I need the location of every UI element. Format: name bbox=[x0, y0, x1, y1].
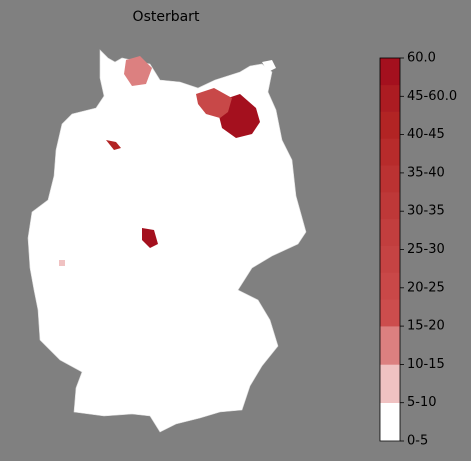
colorbar-segment bbox=[380, 364, 400, 403]
colorbar-segment bbox=[380, 165, 400, 193]
colorbar-tick-label: 35-40 bbox=[407, 165, 445, 180]
colorbar-segment bbox=[380, 272, 400, 300]
country-shape bbox=[27, 49, 307, 433]
colorbar-tick-label: 5-10 bbox=[407, 395, 437, 410]
colorbar-segment bbox=[380, 245, 400, 273]
colorbar-tick-label: 10-15 bbox=[407, 357, 445, 372]
colorbar-tick-label: 0-5 bbox=[407, 434, 428, 449]
colorbar-tick-label: 30-35 bbox=[407, 204, 445, 219]
map-title: Osterbart bbox=[133, 9, 200, 25]
region-high bbox=[106, 140, 121, 150]
colorbar-segment bbox=[380, 192, 400, 220]
germany-map bbox=[27, 49, 307, 433]
colorbar-segment bbox=[380, 58, 400, 86]
colorbar-segment bbox=[380, 138, 400, 166]
colorbar-tick-label: 40-45 bbox=[407, 127, 445, 142]
colorbar-tick-label: 60.0 bbox=[407, 51, 436, 66]
colorbar-tick-label: 25-30 bbox=[407, 242, 445, 257]
colorbar-segment bbox=[380, 402, 400, 442]
colorbar: 0-5 5-10 10-15 15-20 20-25 25-30 30-35 35-40 40-… bbox=[379, 51, 457, 449]
colorbar-tick-label: 20-25 bbox=[407, 280, 445, 295]
region-high bbox=[142, 228, 158, 248]
colorbar-segment bbox=[380, 111, 400, 139]
colorbar-segment bbox=[380, 299, 400, 327]
colorbar-segment bbox=[380, 326, 400, 365]
island bbox=[262, 60, 276, 72]
colorbar-segment bbox=[380, 218, 400, 246]
colorbar-tick-label: 45-60.0 bbox=[407, 89, 457, 104]
region-low bbox=[124, 56, 152, 86]
colorbar-tick-label: 15-20 bbox=[407, 319, 445, 334]
region-mid bbox=[196, 88, 232, 118]
colorbar-segment bbox=[380, 84, 400, 112]
region-light bbox=[59, 260, 65, 266]
